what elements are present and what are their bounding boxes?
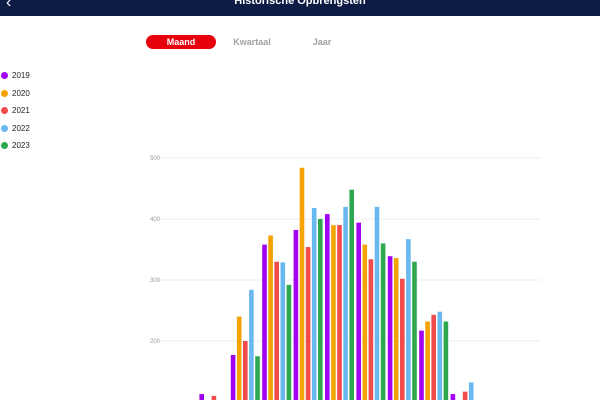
bar-2019-m9[interactable] [419, 330, 424, 400]
legend-label: 2021 [12, 106, 30, 115]
legend-label: 2020 [12, 88, 30, 98]
legend-item-2023[interactable]: 2023 [0, 140, 80, 158]
legend-swatch [1, 107, 8, 114]
bar-2020-m6[interactable] [331, 225, 336, 400]
bar-2023-m4[interactable] [286, 284, 292, 400]
bar-2019-m3[interactable] [230, 355, 236, 400]
chevron-left-icon[interactable]: ‹ [6, 0, 12, 11]
legend-label: 2023 [12, 141, 30, 150]
bar-2020-m8[interactable] [393, 258, 399, 400]
bar-2019-m6[interactable] [325, 214, 330, 400]
bar-2021-m4[interactable] [274, 261, 279, 400]
bar-2021-m7[interactable] [368, 259, 374, 400]
bar-2019-m7[interactable] [356, 222, 361, 400]
legend-swatch [1, 124, 8, 132]
bar-2022-m4[interactable] [280, 262, 286, 400]
tab-maand[interactable]: Maand [146, 35, 216, 49]
bar-2022-m9[interactable] [437, 311, 443, 400]
legend-swatch [1, 89, 8, 97]
bar-2022-m8[interactable] [406, 239, 411, 400]
bar-2022-m6[interactable] [343, 206, 348, 400]
bar-2019-m8[interactable] [387, 256, 393, 400]
legend-swatch [1, 142, 8, 149]
bar-2023-m3[interactable] [255, 356, 260, 400]
bar-2019-m5[interactable] [293, 229, 299, 400]
chart-legend: 2019 2020 2021 2022 2023 [0, 70, 80, 158]
bar-2022-m10[interactable] [468, 382, 474, 400]
legend-label: 2022 [12, 123, 30, 133]
bar-2020-m3[interactable] [236, 316, 242, 400]
bar-2019-m2[interactable] [199, 394, 204, 400]
legend-item-2020[interactable]: 2020 [0, 88, 80, 106]
bar-2020-m4[interactable] [268, 235, 273, 400]
bar-2019-m10[interactable] [450, 394, 456, 400]
bar-2023-m5[interactable] [318, 219, 323, 400]
header-bar: ‹ Historische Opbrengsten [0, 0, 600, 16]
y-tick-label: 200 [150, 339, 161, 345]
bar-2023-m6[interactable] [349, 189, 354, 400]
legend-item-2019[interactable]: 2019 [0, 70, 80, 88]
bar-2020-m7[interactable] [362, 244, 368, 400]
bar-2021-m9[interactable] [431, 314, 436, 400]
y-tick-label: 400 [150, 217, 161, 223]
y-tick-label: 500 [150, 156, 161, 162]
page-title: Historische Opbrengsten [234, 0, 366, 7]
legend-label: 2019 [12, 71, 30, 80]
bar-2021-m3[interactable] [243, 341, 248, 400]
bar-2023-m9[interactable] [443, 321, 449, 400]
bar-2022-m5[interactable] [311, 208, 317, 400]
tab-kwartaal[interactable]: Kwartaal [233, 37, 271, 47]
legend-item-2022[interactable]: 2022 [0, 123, 80, 141]
bar-2020-m5[interactable] [299, 167, 305, 400]
y-tick-label: 300 [150, 278, 161, 284]
bar-2022-m3[interactable] [249, 289, 254, 400]
bar-2023-m8[interactable] [412, 261, 417, 400]
legend-swatch [1, 72, 8, 79]
bar-2019-m4[interactable] [262, 244, 267, 400]
bar-2021-m2[interactable] [211, 395, 217, 400]
bar-2021-m5[interactable] [305, 247, 311, 400]
bar-2020-m9[interactable] [425, 321, 430, 400]
bar-2021-m10[interactable] [462, 391, 468, 400]
tab-jaar[interactable]: Jaar [312, 37, 332, 47]
bar-2021-m6[interactable] [337, 225, 342, 400]
bar-2023-m7[interactable] [380, 243, 386, 400]
bar-2021-m8[interactable] [400, 278, 405, 400]
bar-2022-m7[interactable] [374, 206, 380, 400]
legend-item-2021[interactable]: 2021 [0, 105, 80, 123]
